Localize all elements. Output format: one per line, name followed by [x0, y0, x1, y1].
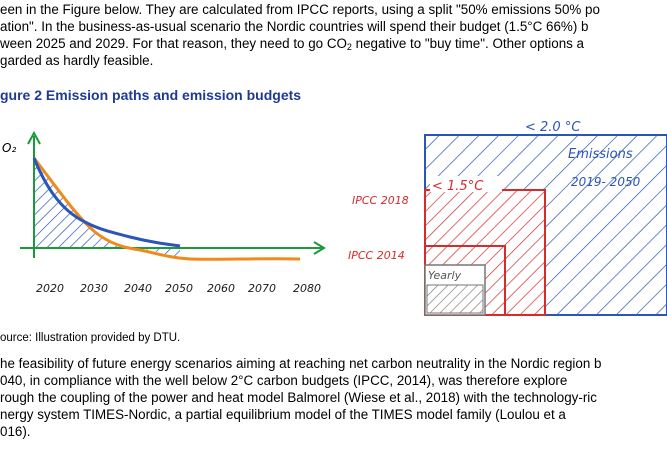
intro-line-3-pre: ween 2025 and 2029. For that reason, the… — [0, 36, 347, 51]
body-line-2: 040, in compliance with the well below 2… — [0, 373, 568, 388]
body-line-5: 016). — [0, 424, 31, 439]
x-tick-2020: 2020 — [36, 282, 64, 295]
x-axis-arrow — [313, 241, 326, 255]
x-tick-2060: 2060 — [207, 282, 235, 295]
intro-line-2: ation". In the business-as-usual scenari… — [0, 19, 589, 34]
y-axis-label: O₂ — [2, 141, 16, 155]
x-tick-2070: 2070 — [248, 282, 276, 295]
orange-emission-path — [32, 157, 301, 261]
label-ipcc-2014: IPCC 2014 — [348, 249, 405, 262]
blue-emission-path — [32, 157, 181, 248]
label-emissions: Emissions — [568, 147, 633, 162]
emission-figure: O₂ 2020 2030 2040 2050 2060 2070 2080 < … — [2, 120, 667, 316]
label-below-2c: < 2.0 °C — [525, 120, 581, 135]
orange-hatched-area — [135, 247, 180, 258]
body-line-3: rough the coupling of the power and heat… — [0, 390, 597, 405]
co2-subscript: 2 — [346, 42, 352, 52]
x-tick-2030: 2030 — [80, 282, 108, 295]
body-line-4: nergy system TIMES-Nordic, a partial equ… — [0, 407, 566, 422]
y-axis-arrow — [27, 130, 41, 145]
intro-line-4: garded as hardly feasible. — [0, 53, 154, 68]
label-period: 2019- 2050 — [571, 175, 641, 189]
yearly-box-hatch — [426, 284, 484, 314]
x-tick-labels: 2020 2030 2040 2050 2060 2070 2080 — [36, 282, 321, 295]
body-line-1: he feasibility of future energy scenario… — [0, 356, 602, 371]
x-tick-2080: 2080 — [293, 282, 321, 295]
intro-line-3-post: negative to "buy time". Other options a — [351, 36, 585, 51]
figure-source: ource: Illustration provided by DTU. — [0, 332, 181, 344]
label-yearly: Yearly — [428, 269, 462, 282]
x-tick-2040: 2040 — [124, 282, 152, 295]
intro-line-1: een in the Figure below. They are calcul… — [0, 2, 600, 17]
label-below-15c-bg — [430, 176, 502, 192]
blue-hatched-area — [34, 158, 135, 248]
x-tick-2050: 2050 — [165, 282, 193, 295]
label-below-15c: < 1.5°C — [432, 179, 484, 194]
intro-line-3: ween 2025 and 2029. For that reason, the… — [0, 36, 667, 52]
figure-title: gure 2 Emission paths and emission budge… — [0, 87, 302, 103]
label-ipcc-2018: IPCC 2018 — [352, 194, 409, 207]
